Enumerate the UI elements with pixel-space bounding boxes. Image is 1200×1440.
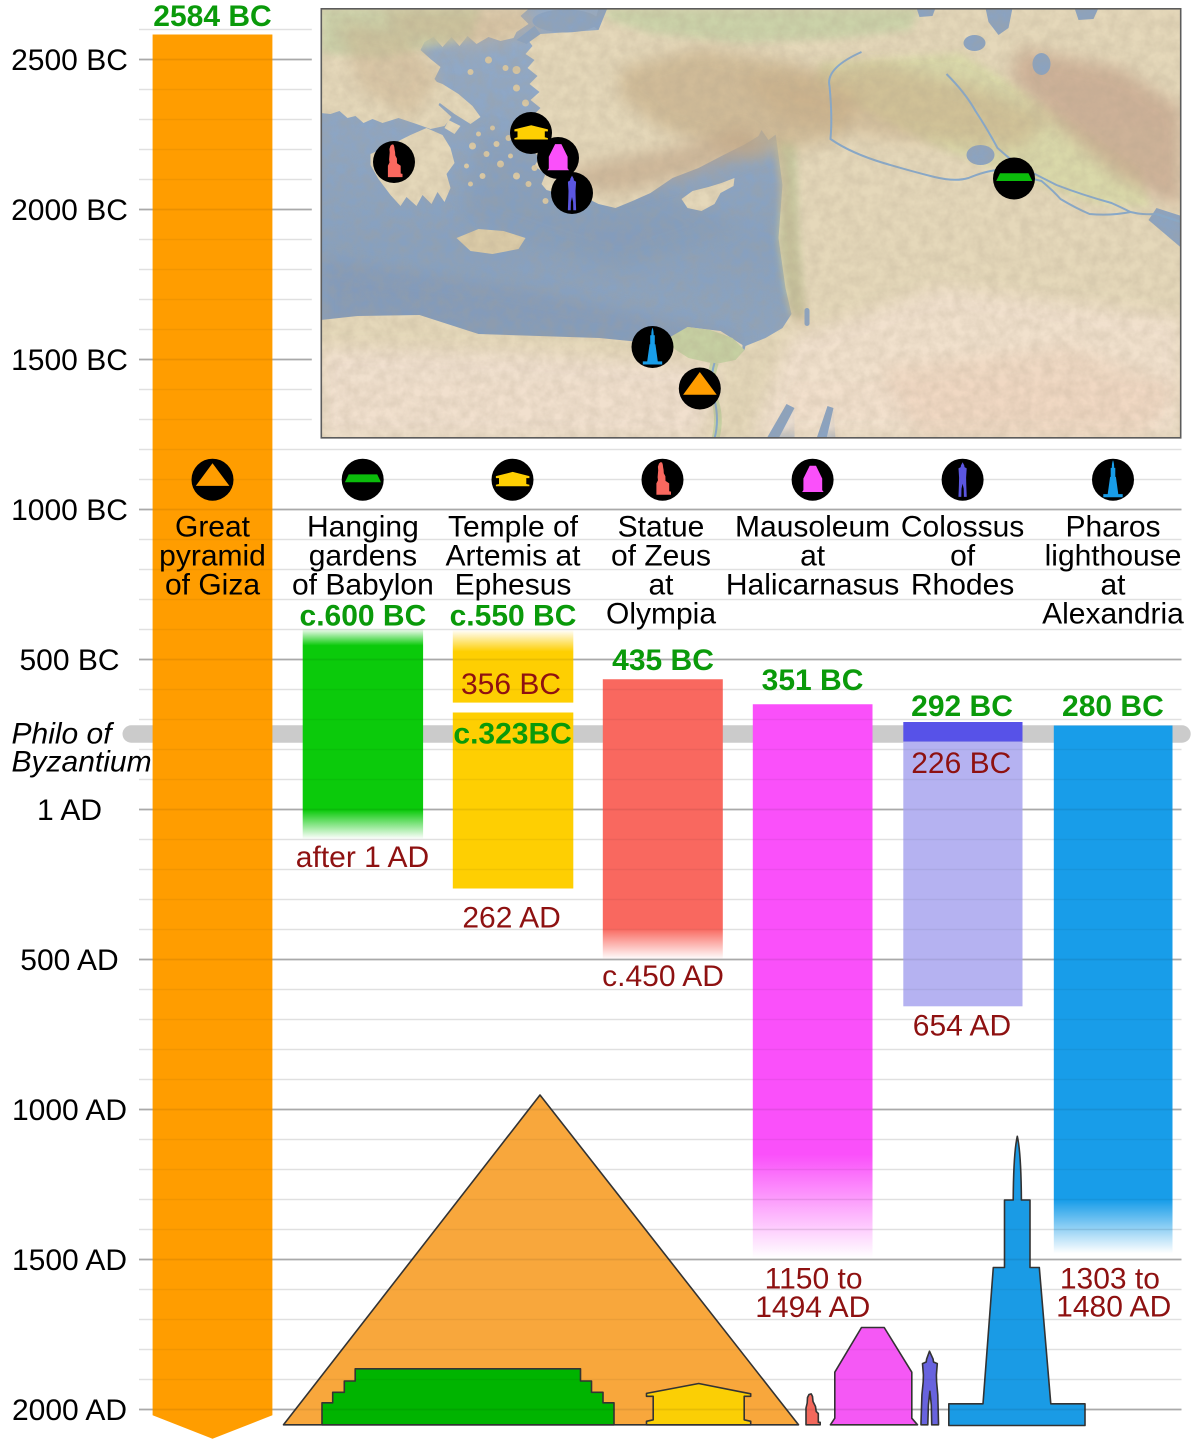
svg-text:435 BC: 435 BC bbox=[612, 644, 714, 677]
svg-text:1500 BC: 1500 BC bbox=[11, 344, 128, 377]
svg-text:after 1 AD: after 1 AD bbox=[296, 841, 429, 874]
svg-text:of: of bbox=[950, 540, 976, 573]
svg-text:226 BC: 226 BC bbox=[911, 747, 1011, 780]
svg-text:Artemis at: Artemis at bbox=[445, 540, 581, 573]
svg-text:of Babylon: of Babylon bbox=[292, 569, 434, 602]
svg-text:292 BC: 292 BC bbox=[911, 690, 1013, 723]
svg-text:c.323BC: c.323BC bbox=[453, 718, 571, 751]
svg-text:1480 AD: 1480 AD bbox=[1056, 1291, 1171, 1324]
svg-text:1000 AD: 1000 AD bbox=[12, 1094, 127, 1127]
svg-text:Halicarnasus: Halicarnasus bbox=[726, 569, 899, 602]
svg-text:2000 AD: 2000 AD bbox=[12, 1394, 127, 1427]
svg-text:2500 BC: 2500 BC bbox=[11, 44, 128, 77]
svg-text:c.450 AD: c.450 AD bbox=[602, 960, 724, 993]
svg-text:of Zeus: of Zeus bbox=[611, 540, 711, 573]
svg-text:at: at bbox=[1100, 569, 1126, 602]
svg-text:Philo of: Philo of bbox=[12, 718, 115, 751]
svg-text:Olympia: Olympia bbox=[606, 598, 716, 631]
svg-text:2000 BC: 2000 BC bbox=[11, 194, 128, 227]
svg-text:Alexandria: Alexandria bbox=[1042, 598, 1184, 631]
svg-text:lighthouse: lighthouse bbox=[1045, 540, 1182, 573]
svg-text:1500 AD: 1500 AD bbox=[12, 1244, 127, 1277]
svg-text:of Giza: of Giza bbox=[165, 569, 260, 602]
svg-text:1494 AD: 1494 AD bbox=[755, 1291, 870, 1324]
svg-text:1000 BC: 1000 BC bbox=[11, 494, 128, 527]
svg-text:c.600 BC: c.600 BC bbox=[300, 600, 427, 633]
svg-text:Byzantium: Byzantium bbox=[12, 745, 152, 778]
svg-text:Temple of: Temple of bbox=[448, 511, 579, 544]
svg-text:2584 BC: 2584 BC bbox=[153, 0, 271, 33]
svg-text:500 BC: 500 BC bbox=[19, 644, 119, 677]
svg-text:at: at bbox=[800, 540, 826, 573]
svg-text:262 AD: 262 AD bbox=[462, 902, 560, 935]
svg-text:Ephesus: Ephesus bbox=[455, 569, 572, 602]
svg-text:at: at bbox=[648, 569, 674, 602]
svg-text:356 BC: 356 BC bbox=[461, 668, 561, 701]
svg-text:1150 to: 1150 to bbox=[765, 1263, 863, 1296]
svg-text:1 AD: 1 AD bbox=[37, 794, 102, 827]
svg-text:pyramid: pyramid bbox=[159, 540, 266, 573]
svg-text:500 AD: 500 AD bbox=[20, 944, 118, 977]
svg-text:Rhodes: Rhodes bbox=[911, 569, 1014, 602]
svg-text:351 BC: 351 BC bbox=[762, 664, 864, 697]
svg-text:Statue: Statue bbox=[618, 511, 705, 544]
svg-text:Mausoleum: Mausoleum bbox=[735, 511, 890, 544]
svg-text:1303 to: 1303 to bbox=[1060, 1263, 1160, 1296]
svg-text:654 AD: 654 AD bbox=[913, 1010, 1011, 1043]
svg-text:Colossus: Colossus bbox=[901, 511, 1024, 544]
svg-text:280 BC: 280 BC bbox=[1062, 690, 1164, 723]
svg-text:gardens: gardens bbox=[309, 540, 417, 573]
svg-text:Great: Great bbox=[175, 511, 251, 544]
svg-text:Hanging: Hanging bbox=[307, 511, 419, 544]
svg-text:c.550 BC: c.550 BC bbox=[450, 600, 577, 633]
svg-text:Pharos: Pharos bbox=[1065, 511, 1160, 544]
